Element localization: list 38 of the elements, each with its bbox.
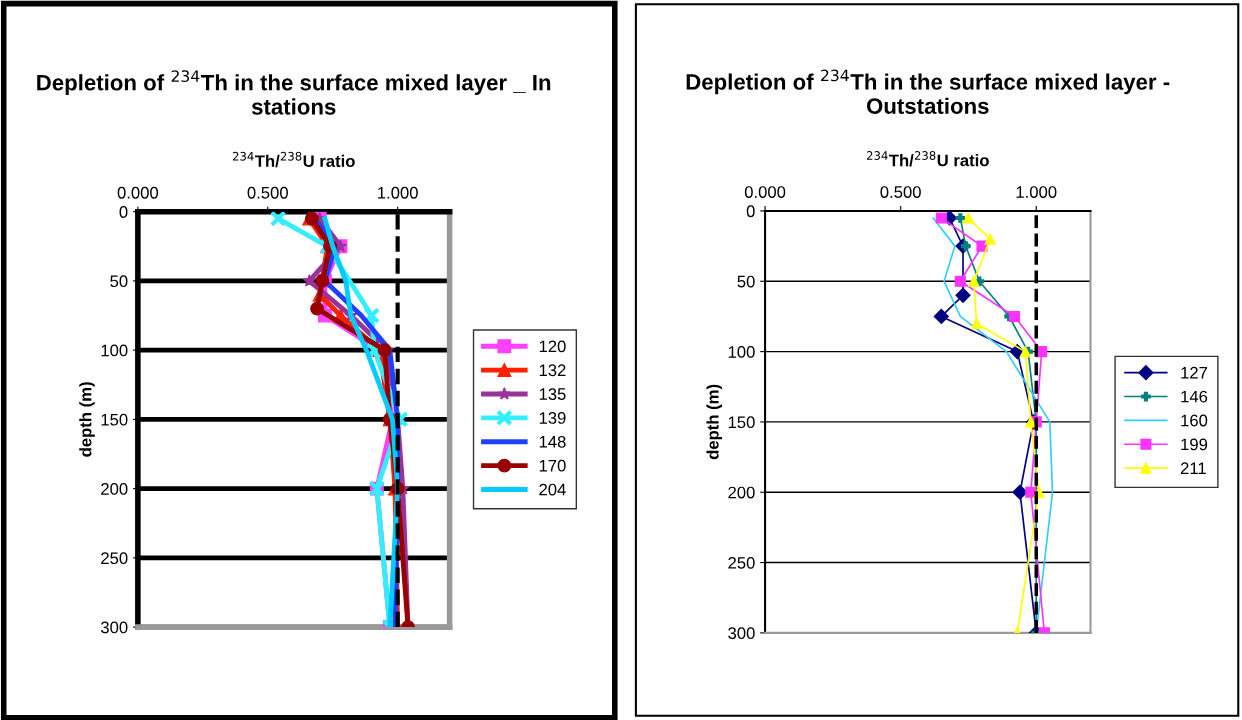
y-tick-label: 150 [728, 416, 755, 429]
chart-title: Depletion of $^{234}$Th in the surface mixed layer - Outstations [686, 69, 1170, 114]
y-tick-label: 200 [728, 486, 755, 499]
y-tick-label: 50 [110, 275, 128, 288]
x-tick-label: 0.500 [247, 186, 288, 199]
y-tick-label: 250 [101, 552, 128, 565]
legend-label: 160 [1181, 414, 1208, 427]
y-axis-title: depth (m) [79, 382, 95, 457]
legend-label: 127 [1181, 366, 1208, 379]
y-axis-title: depth (m) [706, 384, 722, 460]
y-tick-label: 100 [101, 344, 128, 357]
legend-label: 139 [539, 412, 566, 424]
y-tick-label: 300 [728, 627, 755, 640]
legend-label: 170 [539, 459, 566, 472]
legend-label: 135 [539, 388, 566, 400]
y-tick-label: 100 [728, 346, 755, 358]
x-axis-title: $^{234}$Th/$^{238}$U ratio [232, 151, 355, 168]
legend-label: 211 [1180, 462, 1206, 474]
y-tick-label: 0 [746, 205, 755, 218]
x-axis-title: $^{234}$Th/$^{238}$U ratio [866, 151, 989, 167]
y-tick-label: 150 [101, 413, 128, 426]
legend-label: 146 [1181, 390, 1208, 403]
x-tick-label: 0.500 [880, 186, 921, 198]
legend-label: 199 [1181, 438, 1208, 451]
y-tick-label: 50 [737, 275, 755, 288]
y-tick-label: 200 [101, 483, 128, 495]
x-tick-label: 0.000 [744, 186, 786, 198]
x-tick-label: 1.000 [1016, 186, 1057, 198]
y-tick-label: 0 [119, 206, 128, 218]
y-tick-label: 250 [728, 556, 755, 569]
legend-label: 148 [539, 435, 566, 448]
y-tick-label: 300 [100, 621, 128, 634]
x-tick-label: 1.000 [378, 186, 418, 199]
legend-label: 204 [539, 483, 566, 496]
chart-title: Depletion of $^{234}$Th in the surface mixed layer _ In stations [37, 70, 551, 115]
legend-label: 120 [539, 340, 566, 353]
legend-label: 132 [539, 364, 566, 377]
x-tick-label: 0.000 [117, 186, 159, 199]
